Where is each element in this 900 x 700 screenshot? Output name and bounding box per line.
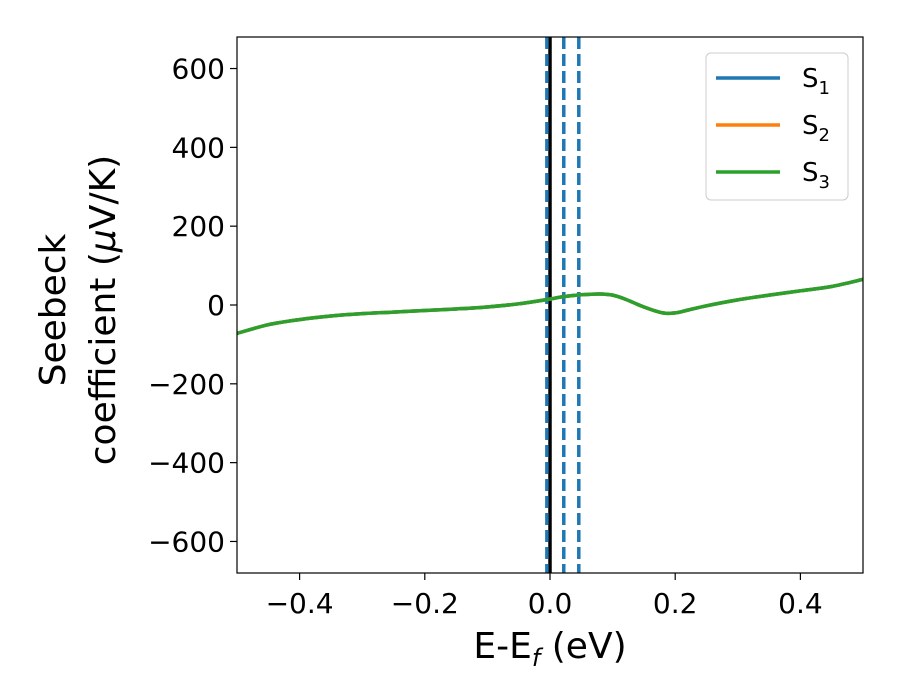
- series-line-s3: [237, 277, 863, 336]
- x-tick-label: −0.2: [391, 587, 459, 620]
- x-axis-ticks: −0.4 −0.2 0.0 0.2 0.4: [266, 573, 823, 620]
- y-tick-label: 0: [207, 289, 225, 322]
- legend-label-s3: S3: [802, 158, 830, 193]
- x-tick-label: 0.4: [778, 587, 823, 620]
- x-tick-label: 0.2: [653, 587, 698, 620]
- legend-label-s2: S2: [802, 111, 830, 146]
- y-tick-label: −600: [148, 525, 225, 558]
- legend: S1 S2 S3: [705, 52, 849, 201]
- x-axis-label: E-Ef (eV): [473, 626, 626, 672]
- legend-label-s1: S1: [802, 64, 830, 99]
- y-axis-label-line1: Seebeck: [33, 233, 74, 386]
- y-tick-label: 400: [172, 131, 225, 164]
- x-tick-label: −0.4: [266, 587, 334, 620]
- x-tick-label: 0.0: [528, 587, 573, 620]
- series-lines: [237, 277, 863, 336]
- y-axis-ticks: 600 400 200 0 −200 −400 −600: [148, 53, 237, 558]
- y-tick-label: 600: [172, 53, 225, 86]
- y-axis-label-line2: coefficient (μV/K): [83, 155, 124, 465]
- y-tick-label: −400: [148, 447, 225, 480]
- y-tick-label: 200: [172, 210, 225, 243]
- vertical-lines: [545, 37, 581, 573]
- y-tick-label: −200: [148, 368, 225, 401]
- y-axis-label: Seebeck coefficient (μV/K): [33, 155, 124, 465]
